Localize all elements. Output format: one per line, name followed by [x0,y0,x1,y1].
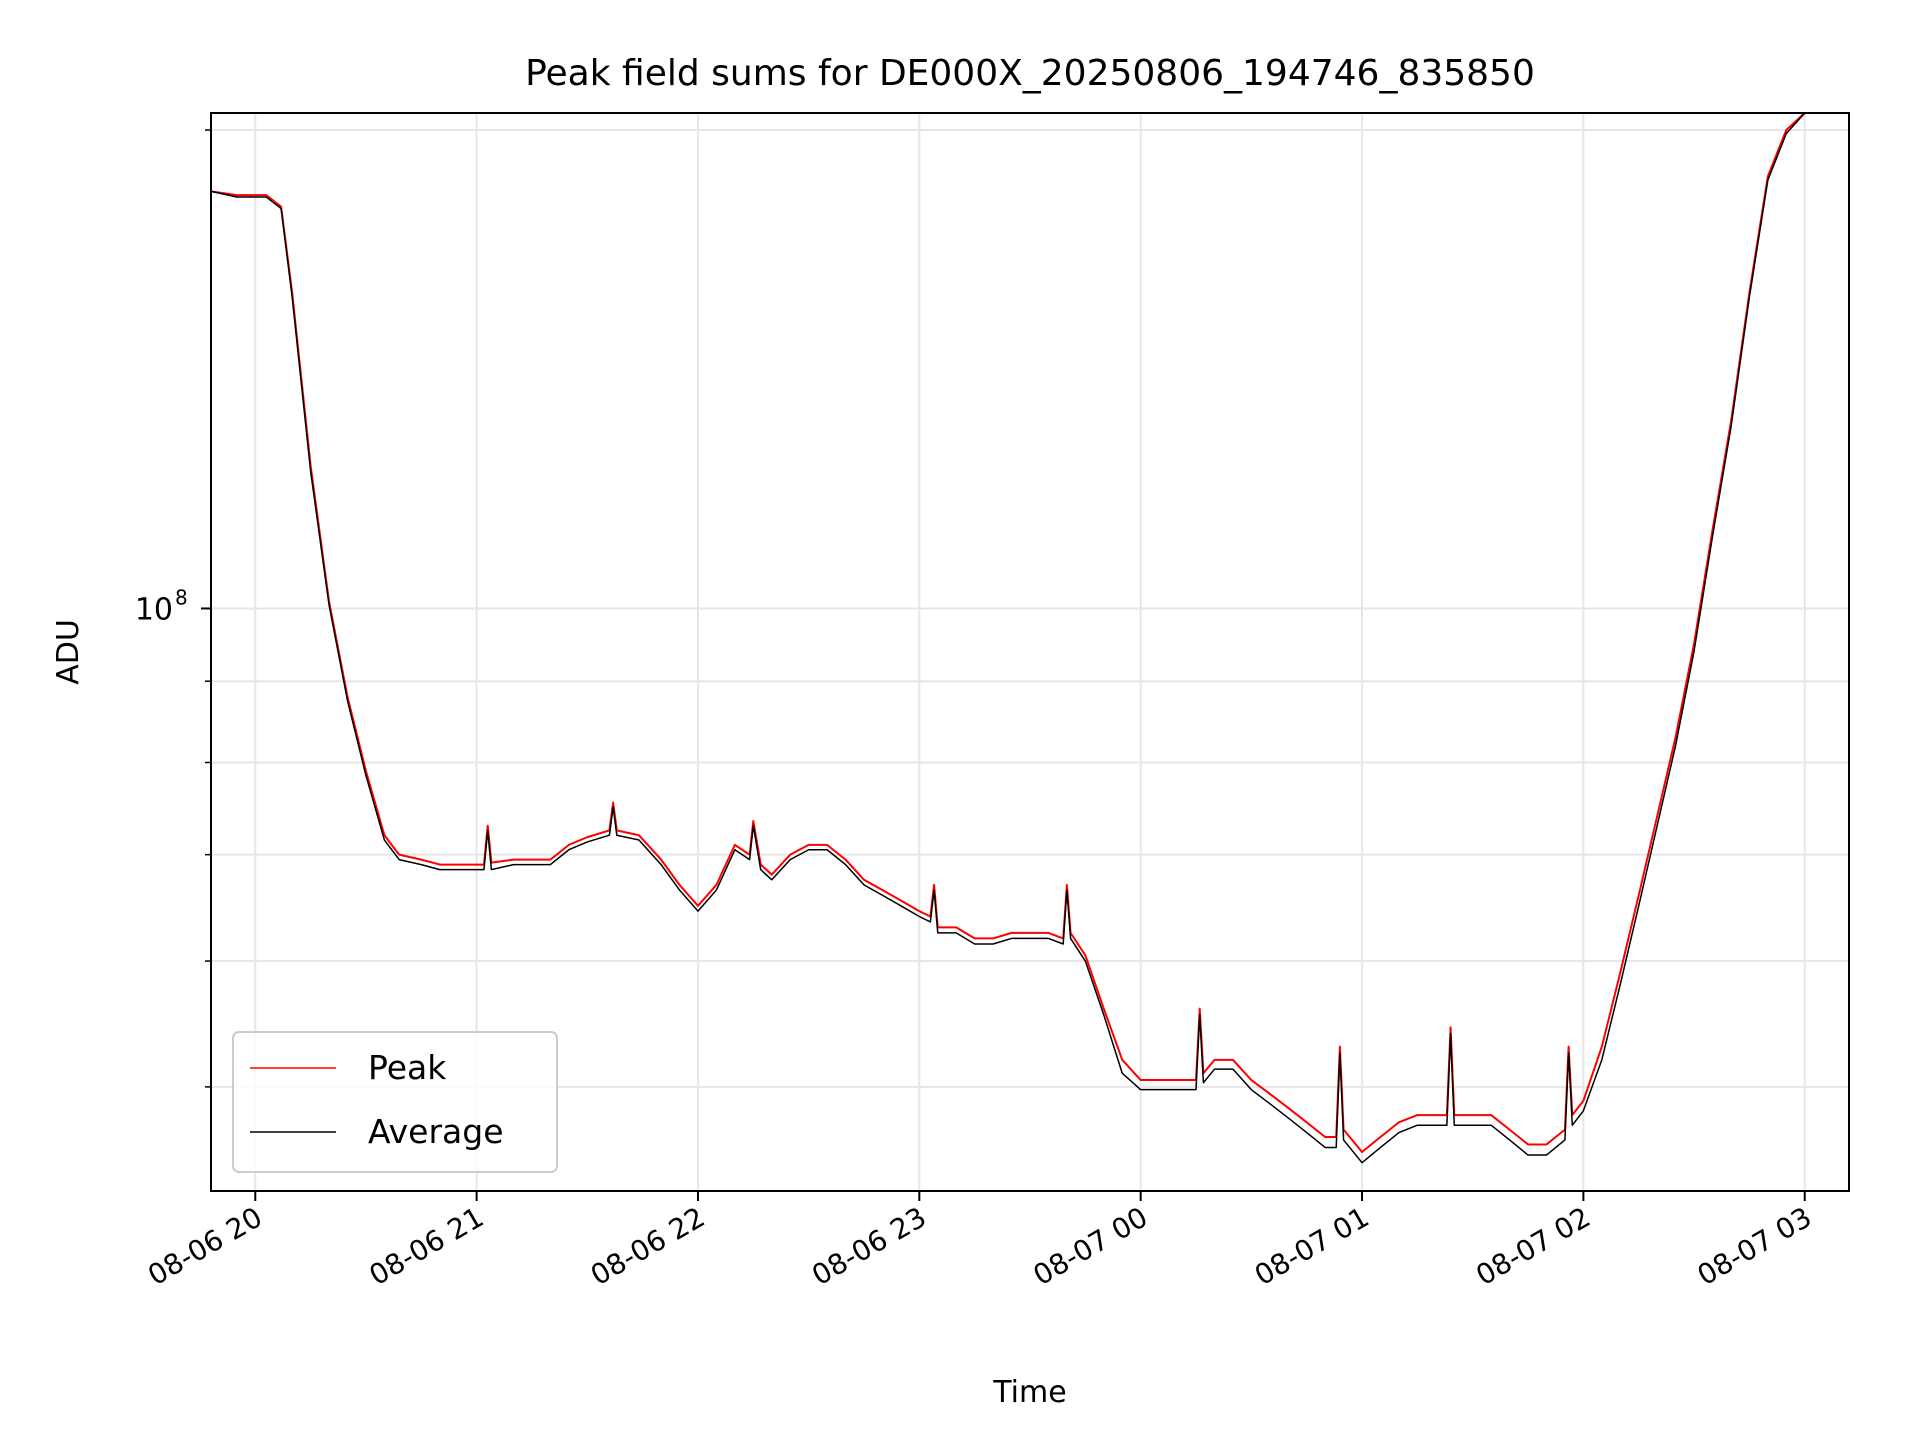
x-axis-label: Time [992,1375,1066,1410]
legend-average-label: Average [368,1112,504,1151]
series-line-average [211,113,1813,1164]
legend: Peak Average [232,1031,558,1173]
y-tick-label-exp-0: 8 [175,585,188,609]
y-tick-label-base-0: 10 [135,592,173,627]
chart-title: Peak field sums for DE000X_20250806_1947… [525,53,1535,94]
legend-box [232,1031,558,1173]
legend-peak-label: Peak [368,1048,447,1087]
plot-frame [210,112,1850,1192]
series-layer [211,113,1813,1164]
y-axis-label: ADU [51,619,86,685]
